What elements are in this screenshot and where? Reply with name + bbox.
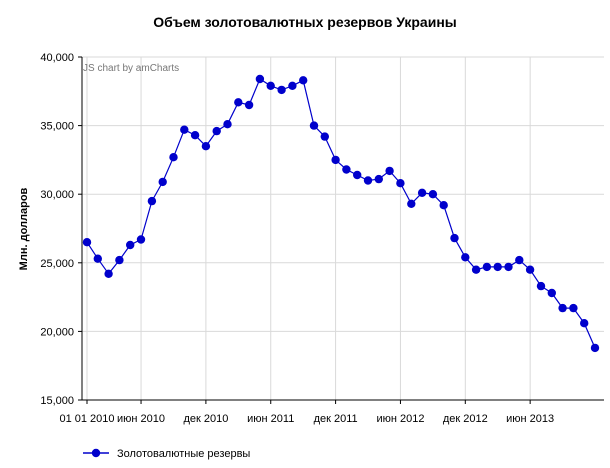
data-point [115, 255, 124, 265]
data-point [82, 238, 92, 247]
x-tick-label: июн 2010 [117, 413, 165, 425]
data-point [439, 201, 448, 210]
y-tick-labels: 15,000 20,000 25,000 30,000 35,000 40,000 [40, 52, 74, 407]
data-point [590, 343, 600, 353]
x-tick-labels: 01 01 2010 июн 2010 дек 2010 июн 2011 дек 20… [59, 413, 554, 425]
y-tick-label: 15,000 [40, 395, 74, 407]
data-point [471, 265, 481, 274]
data-point [104, 269, 113, 278]
data-point [461, 253, 470, 262]
data-point [309, 121, 319, 130]
x-tick-label: июн 2012 [376, 413, 424, 425]
data-point [169, 153, 178, 162]
x-tick-label: дек 2012 [443, 413, 488, 425]
data-point [126, 240, 135, 250]
data-point [93, 254, 103, 263]
grid [82, 56, 604, 401]
data-point [223, 120, 232, 129]
data-point [363, 176, 373, 185]
y-axis-label: Млн. долларов [18, 187, 30, 270]
data-point [158, 177, 167, 187]
data-point [536, 281, 546, 291]
x-tick-label: июн 2013 [506, 413, 554, 425]
data-point [417, 188, 427, 197]
data-point [558, 303, 567, 313]
data-point [493, 262, 502, 272]
series-points [82, 74, 600, 353]
series-line [86, 78, 596, 349]
series-line [86, 78, 596, 349]
data-point [482, 262, 492, 272]
data-point [504, 262, 513, 272]
legend[interactable]: Золотовалютные резервы [83, 448, 250, 460]
data-point [331, 155, 340, 165]
chart-credit: JS chart by amCharts [83, 63, 179, 74]
y-tick-label: 40,000 [40, 52, 74, 64]
data-point [180, 125, 189, 134]
data-point [353, 170, 362, 180]
legend-marker [91, 448, 101, 458]
data-point [244, 100, 254, 110]
y-tick-label: 25,000 [40, 258, 74, 270]
data-point [525, 265, 535, 274]
data-point [201, 142, 211, 151]
y-tick-label: 35,000 [40, 121, 74, 133]
data-point [396, 179, 405, 188]
data-point [288, 81, 297, 91]
axes [78, 56, 604, 404]
y-tick-label: 30,000 [40, 189, 74, 201]
data-point [320, 132, 329, 141]
data-point [374, 174, 383, 184]
data-point [450, 233, 459, 243]
data-point [212, 126, 221, 136]
data-point [147, 196, 157, 206]
data-point [407, 199, 416, 208]
data-point [580, 319, 589, 328]
data-point [515, 255, 524, 265]
x-tick-label: июн 2011 [247, 413, 294, 425]
data-point [385, 166, 394, 176]
data-point [266, 81, 275, 91]
data-point [569, 303, 578, 313]
data-point [299, 76, 308, 85]
data-point [190, 131, 200, 140]
data-point [136, 235, 146, 244]
data-point [342, 165, 351, 174]
data-point [277, 85, 286, 95]
data-point [234, 98, 243, 107]
data-point [428, 190, 438, 199]
x-tick-label: дек 2011 [314, 413, 358, 425]
data-point [547, 288, 556, 298]
x-tick-label: 01 01 2010 [59, 413, 114, 425]
chart-title: Объем золотовалютных резервов Украины [153, 14, 457, 30]
y-tick-label: 20,000 [40, 326, 74, 338]
legend-label: Золотовалютные резервы [117, 448, 250, 460]
x-tick-label: дек 2010 [183, 413, 228, 425]
data-point [255, 74, 265, 84]
